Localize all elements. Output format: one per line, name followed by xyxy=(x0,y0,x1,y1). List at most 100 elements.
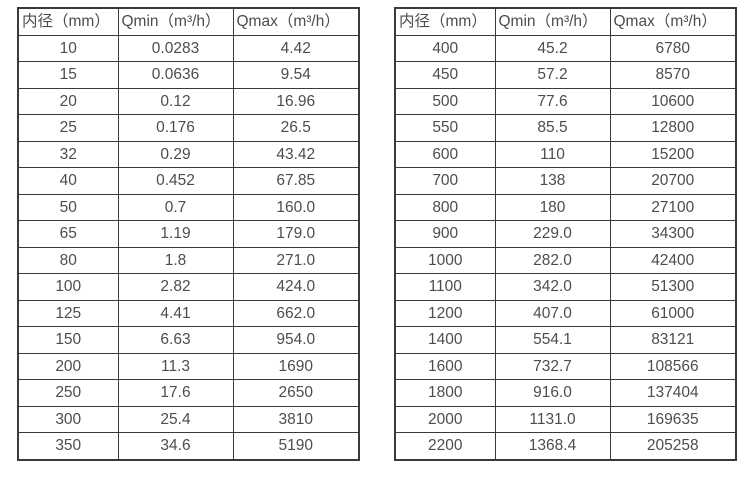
qmin-cell: 85.5 xyxy=(494,114,611,142)
table-row: 600 110 15200 xyxy=(394,140,737,168)
qmax-cell: 2650 xyxy=(232,379,360,407)
column-header-qmin: Qmin（m³/h） xyxy=(117,7,234,36)
diameter-cell: 1200 xyxy=(394,299,496,327)
qmax-cell: 5190 xyxy=(232,432,360,460)
table-row: 300 25.4 3810 xyxy=(17,405,360,433)
diameter-cell: 2000 xyxy=(394,405,496,433)
qmax-cell: 424.0 xyxy=(232,273,360,301)
qmin-cell: 0.452 xyxy=(117,167,234,195)
qmax-cell: 179.0 xyxy=(232,220,360,248)
qmin-cell: 6.63 xyxy=(117,326,234,354)
diameter-cell: 20 xyxy=(17,87,119,115)
qmin-cell: 0.12 xyxy=(117,87,234,115)
qmax-cell: 42400 xyxy=(609,246,737,274)
qmax-cell: 108566 xyxy=(609,352,737,380)
table-row: 80 1.8 271.0 xyxy=(17,246,360,274)
qmin-cell: 0.7 xyxy=(117,193,234,221)
qmin-cell: 916.0 xyxy=(494,379,611,407)
table-row: 100 2.82 424.0 xyxy=(17,273,360,301)
table-row: 500 77.6 10600 xyxy=(394,87,737,115)
qmin-cell: 138 xyxy=(494,167,611,195)
qmin-cell: 45.2 xyxy=(494,34,611,62)
qmin-cell: 0.0636 xyxy=(117,61,234,89)
table-row: 1000 282.0 42400 xyxy=(394,246,737,274)
diameter-cell: 150 xyxy=(17,326,119,354)
qmax-cell: 83121 xyxy=(609,326,737,354)
diameter-cell: 450 xyxy=(394,61,496,89)
column-header-qmax: Qmax（m³/h） xyxy=(232,7,360,36)
table-row: 700 138 20700 xyxy=(394,167,737,195)
header-row: 内径（mm） Qmin（m³/h） Qmax（m³/h） xyxy=(394,7,737,36)
qmax-cell: 8570 xyxy=(609,61,737,89)
qmax-cell: 15200 xyxy=(609,140,737,168)
qmin-cell: 180 xyxy=(494,193,611,221)
column-header-diameter: 内径（mm） xyxy=(17,7,119,36)
diameter-cell: 65 xyxy=(17,220,119,248)
diameter-cell: 400 xyxy=(394,34,496,62)
qmin-cell: 554.1 xyxy=(494,326,611,354)
table-row: 40 0.452 67.85 xyxy=(17,167,360,195)
column-header-diameter: 内径（mm） xyxy=(394,7,496,36)
table-row: 65 1.19 179.0 xyxy=(17,220,360,248)
table-row: 1200 407.0 61000 xyxy=(394,299,737,327)
column-header-qmax: Qmax（m³/h） xyxy=(609,7,737,36)
qmax-cell: 20700 xyxy=(609,167,737,195)
qmax-cell: 61000 xyxy=(609,299,737,327)
table-row: 450 57.2 8570 xyxy=(394,61,737,89)
qmax-cell: 662.0 xyxy=(232,299,360,327)
diameter-cell: 80 xyxy=(17,246,119,274)
qmin-cell: 282.0 xyxy=(494,246,611,274)
diameter-cell: 10 xyxy=(17,34,119,62)
diameter-cell: 200 xyxy=(17,352,119,380)
diameter-cell: 25 xyxy=(17,114,119,142)
diameter-cell: 50 xyxy=(17,193,119,221)
diameter-cell: 1800 xyxy=(394,379,496,407)
diameter-cell: 550 xyxy=(394,114,496,142)
qmax-cell: 169635 xyxy=(609,405,737,433)
diameter-cell: 250 xyxy=(17,379,119,407)
qmax-cell: 160.0 xyxy=(232,193,360,221)
table-row: 200 11.3 1690 xyxy=(17,352,360,380)
qmax-cell: 137404 xyxy=(609,379,737,407)
table-row: 400 45.2 6780 xyxy=(394,34,737,62)
qmin-cell: 34.6 xyxy=(117,432,234,460)
diameter-cell: 125 xyxy=(17,299,119,327)
qmax-cell: 954.0 xyxy=(232,326,360,354)
diameter-cell: 32 xyxy=(17,140,119,168)
table-row: 900 229.0 34300 xyxy=(394,220,737,248)
qmax-cell: 3810 xyxy=(232,405,360,433)
diameter-cell: 1100 xyxy=(394,273,496,301)
qmin-cell: 4.41 xyxy=(117,299,234,327)
diameter-cell: 40 xyxy=(17,167,119,195)
qmax-cell: 6780 xyxy=(609,34,737,62)
table-row: 125 4.41 662.0 xyxy=(17,299,360,327)
qmax-cell: 4.42 xyxy=(232,34,360,62)
diameter-cell: 800 xyxy=(394,193,496,221)
qmin-cell: 229.0 xyxy=(494,220,611,248)
diameter-cell: 1600 xyxy=(394,352,496,380)
qmax-cell: 10600 xyxy=(609,87,737,115)
qmax-cell: 51300 xyxy=(609,273,737,301)
diameter-cell: 350 xyxy=(17,432,119,460)
qmax-cell: 1690 xyxy=(232,352,360,380)
qmax-cell: 34300 xyxy=(609,220,737,248)
qmin-cell: 77.6 xyxy=(494,87,611,115)
table-row: 1600 732.7 108566 xyxy=(394,352,737,380)
qmin-cell: 1368.4 xyxy=(494,432,611,460)
diameter-cell: 700 xyxy=(394,167,496,195)
table-row: 350 34.6 5190 xyxy=(17,432,360,460)
diameter-cell: 2200 xyxy=(394,432,496,460)
diameter-cell: 300 xyxy=(17,405,119,433)
qmin-cell: 1.8 xyxy=(117,246,234,274)
qmin-cell: 11.3 xyxy=(117,352,234,380)
table-row: 10 0.0283 4.42 xyxy=(17,34,360,62)
diameter-cell: 15 xyxy=(17,61,119,89)
qmax-cell: 27100 xyxy=(609,193,737,221)
table-row: 150 6.63 954.0 xyxy=(17,326,360,354)
qmin-cell: 342.0 xyxy=(494,273,611,301)
qmin-cell: 1131.0 xyxy=(494,405,611,433)
table-row: 20 0.12 16.96 xyxy=(17,87,360,115)
qmax-cell: 67.85 xyxy=(232,167,360,195)
table-row: 2200 1368.4 205258 xyxy=(394,432,737,460)
